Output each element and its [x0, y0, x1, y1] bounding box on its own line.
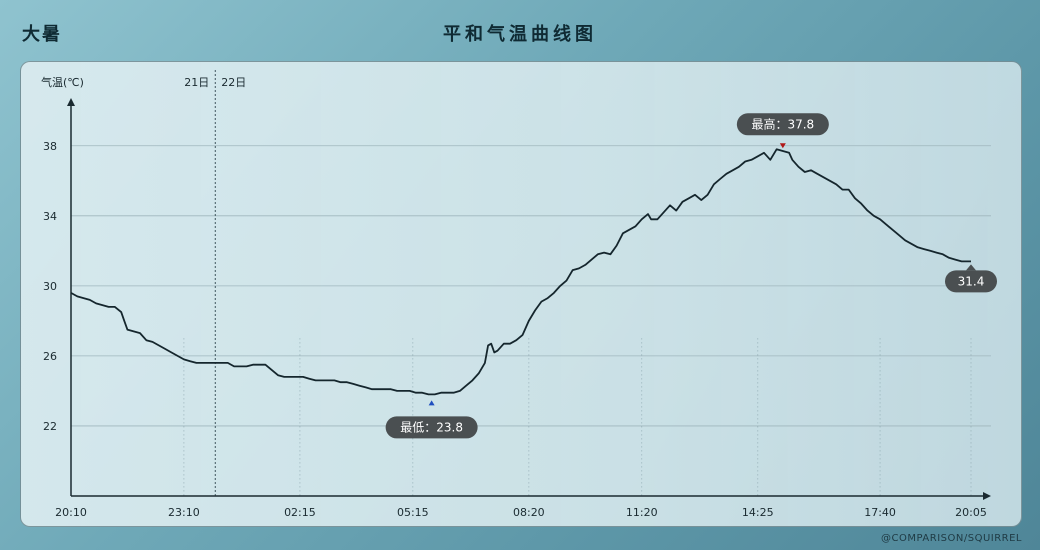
- min-marker: [428, 400, 435, 406]
- y-axis-arrow: [67, 98, 75, 106]
- x-tick-label: 17:40: [864, 506, 896, 519]
- min-callout-bubble: [385, 416, 478, 439]
- y-tick-label: 34: [43, 210, 57, 223]
- last-callout-text: 31.4: [958, 274, 985, 288]
- y-tick-label: 22: [43, 420, 57, 433]
- credit-text: @COMPARISON/SQUIRREL: [881, 533, 1022, 544]
- x-tick-label: 05:15: [397, 506, 429, 519]
- x-tick-label: 08:20: [513, 506, 545, 519]
- y-tick-label: 30: [43, 280, 57, 293]
- chart-title: 平和气温曲线图: [443, 24, 597, 45]
- max-callout-bubble: [736, 113, 829, 136]
- y-tick-label: 38: [43, 140, 57, 153]
- max-marker: [779, 143, 786, 149]
- x-tick-label: 14:25: [742, 506, 774, 519]
- x-axis-arrow: [983, 492, 991, 500]
- x-tick-label: 02:15: [284, 506, 316, 519]
- last-callout-bubble: [945, 270, 997, 293]
- y-axis-label: 气温(℃): [41, 75, 84, 89]
- x-tick-label: 20:10: [55, 506, 87, 519]
- temperature-line: [70, 148, 971, 396]
- corner-title: 大暑: [22, 24, 62, 45]
- y-tick-label: 26: [43, 350, 57, 363]
- last-callout: 31.4: [945, 270, 997, 293]
- last-callout-pointer: [966, 264, 976, 271]
- min-callout-text: 最低：23.8: [400, 420, 463, 434]
- x-tick-label: 11:20: [626, 506, 658, 519]
- max-callout-text: 最高：37.8: [751, 116, 814, 131]
- max-callout: 最高：37.8: [736, 113, 829, 136]
- x-tick-label: 20:05: [955, 506, 987, 519]
- chart-panel: 22 26 30 34 38 20:10 23:10 02:15 05:15 08:20 11:20…: [20, 61, 1022, 527]
- day-label-left: 21日: [184, 76, 209, 89]
- min-callout: 最低：23.8: [385, 416, 478, 439]
- temperature-chart: 22 26 30 34 38 20:10 23:10 02:15 05:15 08:20 11:20…: [41, 70, 997, 519]
- x-tick-label: 23:10: [168, 506, 200, 519]
- day-label-right: 22日: [221, 76, 246, 89]
